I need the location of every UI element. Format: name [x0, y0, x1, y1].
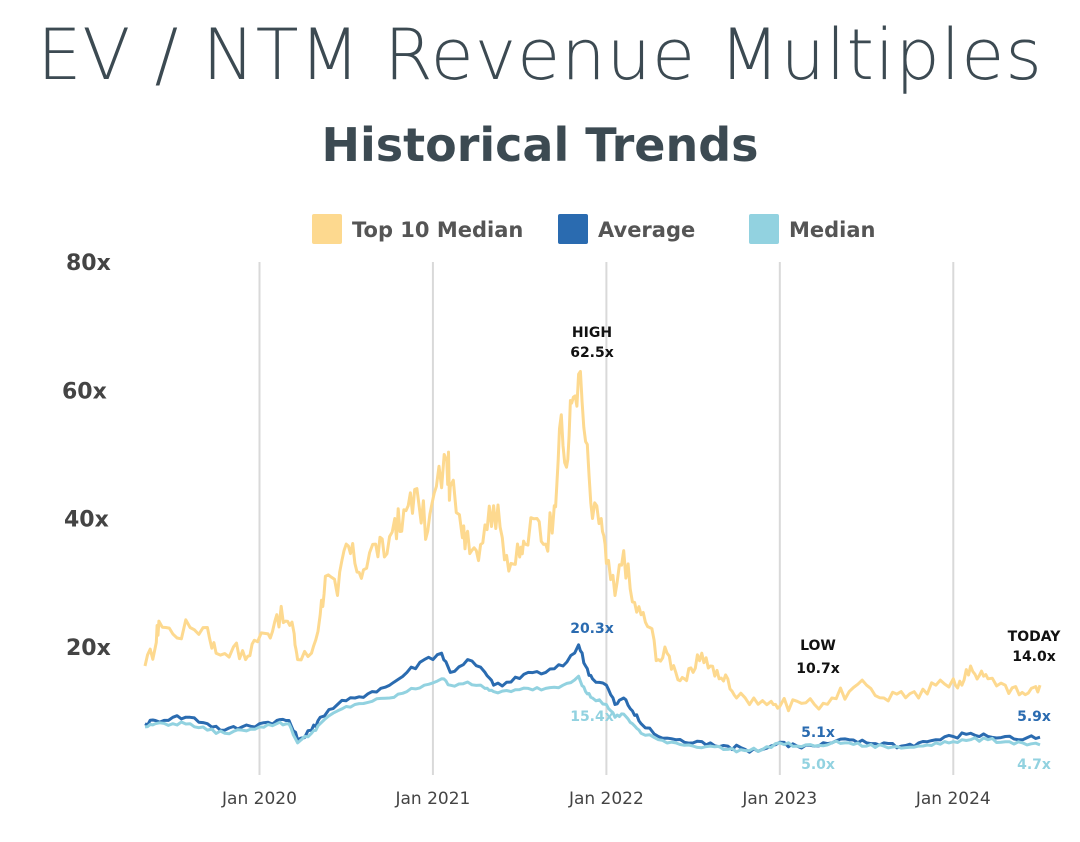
series-line-top-10-median [143, 369, 1042, 713]
series-line-median [144, 674, 1041, 754]
legend-label-median: Median [789, 218, 876, 242]
x-tick-label: Jan 2020 [221, 789, 297, 809]
annotation-label: 5.0x [801, 757, 835, 773]
annotation-label: 5.1x [801, 725, 835, 741]
y-tick-label: 80x [66, 251, 111, 276]
page-subtitle: Historical Trends [321, 118, 759, 172]
x-tick-label: Jan 2024 [915, 789, 991, 809]
x-axis: Jan 2020 Jan 2021 Jan 2022 Jan 2023 Jan 2024 [221, 789, 991, 809]
annotation-label: 4.7x [1017, 757, 1051, 773]
annotation-label: 5.9x [1017, 709, 1051, 725]
annotations: HIGH 62.5x 20.3x 15.4x LOW 10.7x 5.1x 5.0x TODAY… [570, 325, 1061, 773]
annotation-label: LOW [800, 638, 836, 654]
legend-swatch-top-10-median [312, 214, 342, 244]
y-tick-label: 40x [64, 508, 109, 533]
x-tick-label: Jan 2021 [394, 789, 470, 809]
y-axis: 80x 60x 40x 20x [62, 251, 111, 661]
annotation-label: HIGH [572, 325, 612, 341]
page-title: EV / NTM Revenue Multiples [37, 14, 1043, 96]
legend-swatch-average [558, 214, 588, 244]
y-tick-label: 60x [62, 379, 107, 404]
y-tick-label: 20x [66, 636, 111, 661]
x-tick-label: Jan 2022 [568, 789, 644, 809]
annotation-label: 20.3x [570, 621, 614, 637]
grid-lines [258, 262, 955, 775]
annotation-label: 14.0x [1012, 649, 1056, 665]
annotation-label: TODAY [1008, 629, 1062, 645]
chart-legend: Top 10 Median Average Median [312, 214, 876, 244]
annotation-label: 15.4x [570, 709, 614, 725]
series-line-average [144, 643, 1041, 754]
x-tick-label: Jan 2023 [741, 789, 817, 809]
legend-label-top-10-median: Top 10 Median [352, 218, 523, 242]
annotation-label: 62.5x [570, 345, 614, 361]
series-lines [143, 369, 1042, 754]
legend-swatch-median [749, 214, 779, 244]
legend-label-average: Average [598, 218, 695, 242]
annotation-label: 10.7x [796, 661, 840, 677]
